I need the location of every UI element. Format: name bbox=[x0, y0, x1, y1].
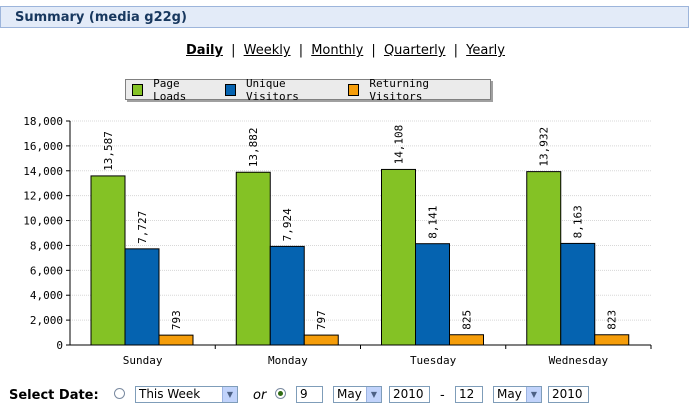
bar-value-label: 13,587 bbox=[102, 131, 115, 171]
chevron-down-icon: ▼ bbox=[222, 387, 237, 402]
bar-value-label: 7,924 bbox=[281, 208, 294, 241]
chart-legend: Page Loads Unique Visitors Returning Vis… bbox=[125, 76, 491, 103]
bar-page-loads bbox=[381, 168, 416, 346]
from-year-value: 2010 bbox=[393, 387, 424, 401]
legend-swatch bbox=[224, 83, 236, 96]
tab-daily[interactable]: Daily bbox=[186, 43, 223, 58]
legend-label: Page Loads bbox=[153, 76, 187, 103]
bar-unique-visitors bbox=[560, 242, 596, 346]
to-day-value: 12 bbox=[459, 387, 475, 401]
bar-value-label: 8,163 bbox=[572, 205, 585, 238]
bar-page-loads bbox=[90, 175, 126, 346]
to-month-select[interactable]: May ▼ bbox=[493, 386, 542, 403]
x-category-label: Wednesday bbox=[549, 354, 609, 367]
from-month-select[interactable]: May ▼ bbox=[333, 386, 382, 403]
tab-quarterly[interactable]: Quarterly bbox=[383, 43, 446, 58]
y-tick-label: 12,000 bbox=[23, 190, 63, 203]
y-tick-label: 6,000 bbox=[30, 264, 63, 277]
tab-yearly[interactable]: Yearly bbox=[466, 43, 505, 58]
bar-page-loads bbox=[526, 171, 562, 346]
tab-separator: | bbox=[371, 43, 376, 58]
tab-weekly[interactable]: Weekly bbox=[243, 43, 291, 58]
bar-value-label: 823 bbox=[606, 310, 619, 330]
bar-unique-visitors bbox=[124, 248, 160, 346]
or-text: or bbox=[253, 388, 267, 403]
y-tick-label: 14,000 bbox=[23, 165, 63, 178]
legend-item-page-loads: Page Loads bbox=[132, 77, 214, 103]
x-category-label: Tuesday bbox=[410, 354, 457, 367]
tab-separator: | bbox=[231, 43, 236, 58]
x-category-label: Monday bbox=[268, 354, 308, 367]
legend-swatch bbox=[348, 83, 360, 96]
legend-label: Unique Visitors bbox=[245, 76, 299, 103]
y-tick-label: 0 bbox=[56, 339, 63, 352]
from-month-value: May bbox=[337, 387, 362, 401]
y-tick-label: 4,000 bbox=[30, 289, 63, 302]
legend-item-unique-visitors: Unique Visitors bbox=[224, 76, 337, 103]
y-tick-label: 8,000 bbox=[30, 239, 63, 252]
summary-title: Summary (media g22g) bbox=[15, 10, 187, 25]
chevron-down-icon: ▼ bbox=[366, 387, 381, 402]
to-year-input[interactable]: 2010 bbox=[548, 386, 589, 403]
bar-returning-visitors bbox=[449, 334, 484, 346]
y-tick-label: 16,000 bbox=[23, 140, 63, 153]
bar-value-label: 7,727 bbox=[136, 211, 149, 244]
bar-page-loads bbox=[235, 171, 271, 346]
bar-returning-visitors bbox=[303, 334, 339, 346]
legend-swatch bbox=[132, 83, 144, 96]
y-tick-label: 2,000 bbox=[30, 314, 63, 327]
period-tabs: Daily | Weekly | Monthly | Quarterly | Y… bbox=[0, 43, 691, 58]
y-tick-label: 10,000 bbox=[23, 215, 63, 228]
bar-value-label: 8,141 bbox=[427, 206, 440, 239]
summary-header: Summary (media g22g) bbox=[0, 6, 689, 28]
tab-monthly[interactable]: Monthly bbox=[311, 43, 364, 58]
bar-unique-visitors bbox=[415, 243, 450, 346]
chevron-down-icon: ▼ bbox=[526, 387, 541, 402]
x-category-label: Sunday bbox=[123, 354, 163, 367]
y-tick-label: 18,000 bbox=[23, 115, 63, 128]
bar-returning-visitors bbox=[594, 334, 630, 346]
bar-value-label: 13,932 bbox=[538, 127, 551, 167]
from-day-input[interactable]: 9 bbox=[296, 386, 323, 403]
preset-select-value: This Week bbox=[139, 387, 201, 401]
to-month-value: May bbox=[497, 387, 522, 401]
to-year-value: 2010 bbox=[552, 387, 583, 401]
tab-separator: | bbox=[453, 43, 459, 58]
legend-item-returning-visitors: Returning Visitors bbox=[348, 77, 479, 103]
bar-returning-visitors bbox=[158, 334, 194, 346]
select-date-label: Select Date: bbox=[9, 388, 99, 403]
bar-value-label: 793 bbox=[170, 310, 183, 330]
tab-separator: | bbox=[298, 43, 304, 58]
bar-value-label: 13,882 bbox=[247, 127, 260, 167]
preset-radio[interactable] bbox=[114, 388, 125, 399]
bar-unique-visitors bbox=[269, 245, 305, 346]
range-radio[interactable] bbox=[275, 388, 286, 399]
bar-value-label: 797 bbox=[315, 310, 328, 330]
range-dash: - bbox=[440, 388, 445, 403]
bar-chart: 0 2,000 4,000 6,000 8,000 10,000 12,000 14,000 1… bbox=[23, 115, 652, 367]
to-day-input[interactable]: 12 bbox=[455, 386, 483, 403]
from-year-input[interactable]: 2010 bbox=[389, 386, 430, 403]
from-day-value: 9 bbox=[300, 387, 308, 401]
bar-value-label: 14,108 bbox=[393, 125, 406, 165]
preset-select[interactable]: This Week ▼ bbox=[135, 386, 238, 403]
select-date-row: Select Date: This Week ▼ or 9 May ▼ 2010… bbox=[0, 384, 691, 408]
bar-value-label: 825 bbox=[461, 310, 474, 330]
legend-label: Returning Visitors bbox=[369, 76, 429, 103]
